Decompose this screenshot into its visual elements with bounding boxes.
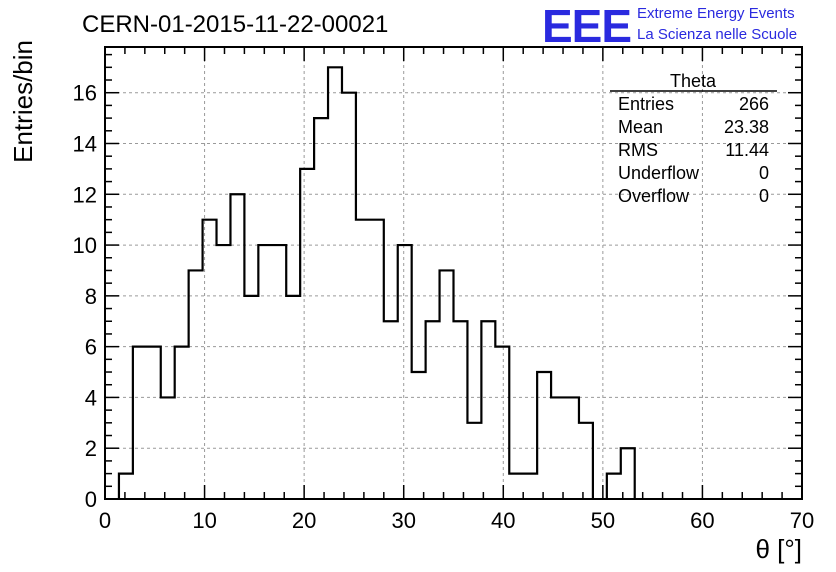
histogram-bin (523, 474, 537, 499)
histogram-bin (537, 372, 551, 499)
x-tick-label: 50 (591, 508, 615, 533)
eee-logo: EEE Extreme Energy Events La Scienza nel… (542, 0, 797, 52)
histogram-outline (605, 447, 636, 499)
axis-ticks (104, 47, 803, 500)
y-tick-label: 12 (73, 182, 97, 207)
x-tick-label: 60 (690, 508, 714, 533)
y-tick-label: 14 (73, 131, 97, 156)
tick-labels: 0 10 20 30 40 50 60 70 0 2 4 6 8 10 12 14 16 (73, 81, 815, 533)
stats-box: Theta Entries 266 Mean 23.38 RMS 11.44 U… (610, 71, 777, 206)
logo-line-1: Extreme Energy Events (637, 5, 795, 22)
histogram-bin (356, 220, 370, 499)
histogram-bin (579, 423, 593, 499)
plot-frame (104, 46, 803, 500)
histogram-bin (272, 245, 286, 499)
x-tick-label: 0 (99, 508, 111, 533)
stats-value-rms: 11.44 (725, 140, 769, 160)
histogram-bin (467, 423, 481, 499)
histogram-bin (426, 321, 440, 499)
x-tick-label: 30 (391, 508, 415, 533)
histogram-bin (621, 448, 635, 499)
histogram-bin (440, 270, 454, 499)
histogram-bin (398, 245, 412, 499)
y-tick-label: 0 (85, 487, 97, 512)
x-tick-label: 70 (790, 508, 814, 533)
histogram-bin (481, 321, 495, 499)
histogram-bin (328, 67, 342, 499)
chart-title: CERN-01-2015-11-22-00021 (82, 11, 388, 38)
y-tick-label: 6 (85, 335, 97, 360)
histogram-bin (119, 474, 133, 499)
y-tick-label: 2 (85, 436, 97, 461)
x-tick-label: 10 (192, 508, 216, 533)
stats-value-mean: 23.38 (724, 117, 769, 137)
histogram-bin (133, 347, 147, 499)
histogram-bin (189, 270, 203, 499)
logo-line-2: La Scienza nelle Scuole (637, 26, 797, 43)
stats-label-overflow: Overflow (618, 186, 690, 206)
histogram-bin (370, 220, 384, 499)
stats-value-overflow: 0 (759, 186, 769, 206)
histogram-bin (175, 347, 189, 499)
histogram-bin (147, 347, 161, 499)
y-axis-label: Entries/bin (8, 40, 38, 163)
y-tick-label: 10 (73, 233, 97, 258)
y-tick-label: 4 (85, 385, 97, 410)
stats-label-rms: RMS (618, 140, 658, 160)
y-tick-label: 8 (85, 284, 97, 309)
logo-mark: EEE (542, 0, 631, 52)
x-tick-label: 20 (292, 508, 316, 533)
histogram-bin (454, 321, 468, 499)
histogram-bin (258, 245, 272, 499)
stats-value-entries: 266 (739, 94, 769, 114)
histogram-outline (117, 66, 594, 499)
histogram-bin (217, 245, 231, 499)
stats-value-underflow: 0 (759, 163, 769, 183)
histogram-bin (300, 169, 314, 499)
x-axis-label: θ [°] (755, 534, 802, 564)
x-tick-label: 40 (491, 508, 515, 533)
stats-label-underflow: Underflow (618, 163, 700, 183)
histogram-bin (495, 347, 509, 499)
histogram-bin (314, 118, 328, 499)
stats-label-mean: Mean (618, 117, 663, 137)
histogram-bin (607, 474, 621, 499)
histogram-bin (384, 321, 398, 499)
stats-label-entries: Entries (618, 94, 674, 114)
histogram-series (117, 66, 636, 499)
stats-title: Theta (670, 71, 717, 91)
histogram-bin (509, 474, 523, 499)
histogram-bin (412, 372, 426, 499)
y-tick-label: 16 (73, 81, 97, 106)
